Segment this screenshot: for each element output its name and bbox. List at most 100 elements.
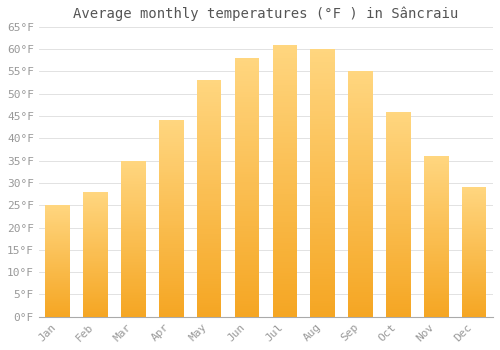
Bar: [84, 313, 108, 314]
Bar: [121, 195, 146, 197]
Bar: [234, 221, 260, 224]
Bar: [462, 274, 486, 275]
Bar: [84, 292, 108, 293]
Bar: [121, 167, 146, 168]
Bar: [46, 232, 70, 233]
Bar: [197, 118, 222, 120]
Bar: [462, 307, 486, 308]
Bar: [272, 58, 297, 61]
Bar: [46, 302, 70, 303]
Bar: [386, 270, 410, 272]
Bar: [272, 132, 297, 134]
Bar: [159, 183, 184, 185]
Bar: [84, 236, 108, 237]
Bar: [197, 310, 222, 312]
Bar: [272, 170, 297, 173]
Bar: [462, 230, 486, 231]
Bar: [121, 272, 146, 273]
Bar: [84, 263, 108, 264]
Bar: [159, 172, 184, 174]
Bar: [424, 273, 448, 275]
Bar: [348, 214, 373, 216]
Bar: [424, 198, 448, 200]
Bar: [121, 228, 146, 229]
Bar: [159, 307, 184, 309]
Bar: [424, 222, 448, 224]
Bar: [121, 222, 146, 223]
Bar: [84, 219, 108, 220]
Bar: [424, 309, 448, 310]
Bar: [121, 307, 146, 309]
Bar: [386, 216, 410, 218]
Bar: [462, 216, 486, 217]
Bar: [386, 245, 410, 247]
Bar: [84, 246, 108, 247]
Bar: [197, 201, 222, 203]
Bar: [197, 158, 222, 161]
Bar: [234, 68, 260, 71]
Bar: [197, 312, 222, 314]
Bar: [159, 156, 184, 158]
Bar: [46, 225, 70, 226]
Bar: [310, 303, 335, 306]
Bar: [462, 286, 486, 287]
Bar: [84, 309, 108, 310]
Bar: [272, 91, 297, 93]
Bar: [348, 280, 373, 282]
Bar: [46, 239, 70, 240]
Bar: [197, 210, 222, 213]
Bar: [272, 142, 297, 145]
Bar: [272, 116, 297, 118]
Bar: [197, 217, 222, 220]
Bar: [272, 105, 297, 107]
Bar: [310, 138, 335, 140]
Bar: [159, 295, 184, 297]
Bar: [234, 239, 260, 242]
Bar: [310, 167, 335, 169]
Bar: [197, 182, 222, 184]
Bar: [84, 229, 108, 231]
Bar: [84, 308, 108, 309]
Bar: [348, 282, 373, 285]
Bar: [46, 233, 70, 234]
Bar: [46, 220, 70, 221]
Bar: [386, 116, 410, 118]
Bar: [121, 214, 146, 215]
Bar: [462, 228, 486, 229]
Bar: [121, 226, 146, 228]
Bar: [386, 272, 410, 274]
Bar: [462, 291, 486, 292]
Bar: [310, 180, 335, 183]
Bar: [159, 303, 184, 305]
Bar: [272, 289, 297, 292]
Bar: [84, 267, 108, 268]
Bar: [348, 287, 373, 290]
Bar: [462, 224, 486, 225]
Bar: [272, 167, 297, 170]
Bar: [159, 297, 184, 299]
Bar: [197, 139, 222, 142]
Bar: [121, 237, 146, 239]
Bar: [234, 149, 260, 151]
Bar: [424, 180, 448, 182]
Bar: [121, 194, 146, 195]
Bar: [462, 299, 486, 300]
Bar: [84, 298, 108, 299]
Bar: [159, 168, 184, 169]
Bar: [234, 159, 260, 162]
Bar: [462, 277, 486, 278]
Bar: [234, 286, 260, 288]
Bar: [234, 260, 260, 262]
Bar: [348, 182, 373, 184]
Bar: [310, 65, 335, 68]
Bar: [234, 182, 260, 185]
Bar: [386, 218, 410, 220]
Bar: [348, 224, 373, 226]
Bar: [159, 203, 184, 205]
Bar: [424, 212, 448, 214]
Bar: [310, 111, 335, 113]
Bar: [46, 256, 70, 257]
Bar: [121, 251, 146, 253]
Bar: [386, 220, 410, 222]
Bar: [272, 268, 297, 271]
